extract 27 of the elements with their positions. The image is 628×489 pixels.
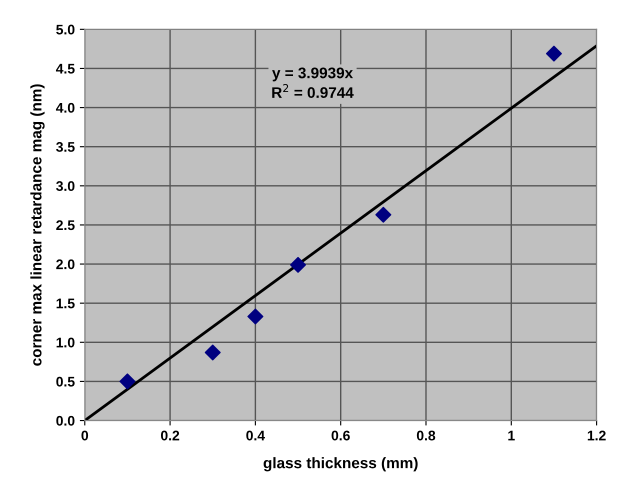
y-tick-label: 0.0 <box>56 416 74 426</box>
x-tick-label: 0.2 <box>160 430 180 440</box>
y-tick-label: 2.0 <box>56 259 74 270</box>
x-axis-title: glass thickness (mm) <box>264 457 418 472</box>
y-tick-label: 1.0 <box>56 338 74 348</box>
x-tick-label: 0.8 <box>416 430 436 440</box>
x-tick-label: 1 <box>508 430 515 440</box>
y-tick-label: 1.5 <box>56 298 75 308</box>
y-tick-label: 2.5 <box>56 220 75 230</box>
y-tick-label: 4.0 <box>56 102 74 113</box>
point <box>290 256 306 273</box>
y-axis-title: corner max linear retardance mag (nm) <box>30 84 45 366</box>
x-tick-label: 0.4 <box>246 430 265 440</box>
x-tick-label: 1.2 <box>588 430 606 440</box>
point <box>204 344 221 360</box>
y-tick-label: 3.5 <box>56 142 75 152</box>
y-tick-label: 4.5 <box>56 64 75 74</box>
x-tick-label: 0.6 <box>332 430 350 440</box>
point <box>247 308 264 324</box>
y-tick-label: 0.5 <box>56 376 75 387</box>
x-tick-label: 0 <box>81 430 88 440</box>
annotation: y = 3.9939x R$^{2}$ = 0.9744 <box>272 68 354 98</box>
point <box>375 206 392 223</box>
y-tick-label: 3.0 <box>56 181 74 192</box>
y-tick-label: 5.0 <box>56 24 74 35</box>
point <box>546 46 562 62</box>
point <box>119 373 136 390</box>
